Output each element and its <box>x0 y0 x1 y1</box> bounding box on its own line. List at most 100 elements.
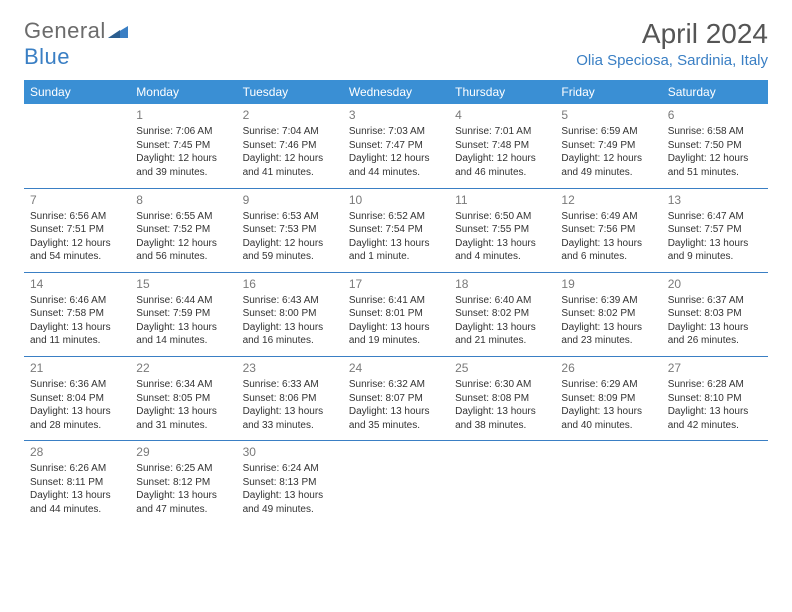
calendar-day-cell: 28Sunrise: 6:26 AMSunset: 8:11 PMDayligh… <box>24 441 130 525</box>
day-detail-line: and 16 minutes. <box>243 334 337 348</box>
day-detail-line: Daylight: 12 hours <box>136 152 230 166</box>
day-detail-line: Sunrise: 6:28 AM <box>668 378 762 392</box>
calendar-day-cell: 21Sunrise: 6:36 AMSunset: 8:04 PMDayligh… <box>24 356 130 440</box>
day-detail-line: Daylight: 12 hours <box>455 152 549 166</box>
logo-text: General Blue <box>24 18 128 70</box>
day-detail-line: Sunrise: 6:43 AM <box>243 294 337 308</box>
calendar-week-row: 1Sunrise: 7:06 AMSunset: 7:45 PMDaylight… <box>24 104 768 188</box>
day-detail-line: Sunrise: 6:24 AM <box>243 462 337 476</box>
day-number: 26 <box>561 360 655 376</box>
day-number: 2 <box>243 107 337 123</box>
weekday-header: Friday <box>555 80 661 104</box>
day-number: 30 <box>243 444 337 460</box>
calendar-day-cell: 23Sunrise: 6:33 AMSunset: 8:06 PMDayligh… <box>237 356 343 440</box>
logo-mark-icon <box>108 24 128 38</box>
header: General Blue April 2024 Olia Speciosa, S… <box>24 18 768 70</box>
day-detail-line: Daylight: 13 hours <box>349 321 443 335</box>
day-detail-line: Sunset: 8:02 PM <box>455 307 549 321</box>
day-number: 5 <box>561 107 655 123</box>
logo-text-left: General <box>24 18 106 43</box>
day-detail-line: Sunset: 7:57 PM <box>668 223 762 237</box>
day-detail-line: Sunrise: 6:56 AM <box>30 210 124 224</box>
day-number: 7 <box>30 192 124 208</box>
day-detail-line: Daylight: 12 hours <box>349 152 443 166</box>
day-detail-line: Daylight: 12 hours <box>668 152 762 166</box>
day-detail-line: and 38 minutes. <box>455 419 549 433</box>
day-detail-line: Daylight: 12 hours <box>30 237 124 251</box>
calendar-week-row: 28Sunrise: 6:26 AMSunset: 8:11 PMDayligh… <box>24 441 768 525</box>
weekday-header: Sunday <box>24 80 130 104</box>
day-detail-line: Daylight: 13 hours <box>349 237 443 251</box>
day-detail-line: Sunset: 8:04 PM <box>30 392 124 406</box>
day-detail-line: Sunset: 8:00 PM <box>243 307 337 321</box>
day-detail-line: Daylight: 13 hours <box>243 489 337 503</box>
day-detail-line: and 9 minutes. <box>668 250 762 264</box>
calendar-day-cell: 11Sunrise: 6:50 AMSunset: 7:55 PMDayligh… <box>449 188 555 272</box>
day-detail-line: Daylight: 13 hours <box>455 405 549 419</box>
day-detail-line: Sunset: 7:47 PM <box>349 139 443 153</box>
day-detail-line: Sunset: 8:10 PM <box>668 392 762 406</box>
day-detail-line: Daylight: 13 hours <box>668 405 762 419</box>
day-detail-line: Sunrise: 6:34 AM <box>136 378 230 392</box>
day-detail-line: Daylight: 13 hours <box>349 405 443 419</box>
calendar-day-cell: 19Sunrise: 6:39 AMSunset: 8:02 PMDayligh… <box>555 272 661 356</box>
day-detail-line: Daylight: 13 hours <box>136 405 230 419</box>
calendar-week-row: 7Sunrise: 6:56 AMSunset: 7:51 PMDaylight… <box>24 188 768 272</box>
calendar-table: SundayMondayTuesdayWednesdayThursdayFrid… <box>24 80 768 525</box>
day-detail-line: and 21 minutes. <box>455 334 549 348</box>
day-detail-line: Sunset: 8:01 PM <box>349 307 443 321</box>
day-number: 11 <box>455 192 549 208</box>
day-detail-line: Daylight: 13 hours <box>561 405 655 419</box>
calendar-body: 1Sunrise: 7:06 AMSunset: 7:45 PMDaylight… <box>24 104 768 525</box>
day-detail-line: Daylight: 13 hours <box>561 237 655 251</box>
title-block: April 2024 Olia Speciosa, Sardinia, Ital… <box>576 18 768 69</box>
day-detail-line: and 4 minutes. <box>455 250 549 264</box>
day-detail-line: and 1 minute. <box>349 250 443 264</box>
calendar-day-cell: 20Sunrise: 6:37 AMSunset: 8:03 PMDayligh… <box>662 272 768 356</box>
day-detail-line: Sunrise: 6:39 AM <box>561 294 655 308</box>
day-number: 16 <box>243 276 337 292</box>
day-detail-line: and 56 minutes. <box>136 250 230 264</box>
logo-text-right: Blue <box>24 44 70 69</box>
day-detail-line: and 39 minutes. <box>136 166 230 180</box>
calendar-empty-cell <box>343 441 449 525</box>
day-detail-line: Daylight: 13 hours <box>30 405 124 419</box>
calendar-empty-cell <box>449 441 555 525</box>
calendar-day-cell: 10Sunrise: 6:52 AMSunset: 7:54 PMDayligh… <box>343 188 449 272</box>
day-detail-line: Sunrise: 6:30 AM <box>455 378 549 392</box>
day-detail-line: Sunrise: 6:50 AM <box>455 210 549 224</box>
calendar-day-cell: 14Sunrise: 6:46 AMSunset: 7:58 PMDayligh… <box>24 272 130 356</box>
day-number: 9 <box>243 192 337 208</box>
day-detail-line: Sunset: 7:55 PM <box>455 223 549 237</box>
day-number: 23 <box>243 360 337 376</box>
day-number: 12 <box>561 192 655 208</box>
calendar-week-row: 14Sunrise: 6:46 AMSunset: 7:58 PMDayligh… <box>24 272 768 356</box>
day-detail-line: Daylight: 12 hours <box>243 152 337 166</box>
day-number: 10 <box>349 192 443 208</box>
day-detail-line: Daylight: 13 hours <box>668 321 762 335</box>
day-detail-line: and 31 minutes. <box>136 419 230 433</box>
day-detail-line: and 19 minutes. <box>349 334 443 348</box>
day-number: 18 <box>455 276 549 292</box>
day-detail-line: and 51 minutes. <box>668 166 762 180</box>
day-detail-line: Daylight: 12 hours <box>136 237 230 251</box>
day-detail-line: Sunset: 7:58 PM <box>30 307 124 321</box>
day-detail-line: Sunrise: 6:47 AM <box>668 210 762 224</box>
day-detail-line: Sunrise: 6:52 AM <box>349 210 443 224</box>
calendar-day-cell: 13Sunrise: 6:47 AMSunset: 7:57 PMDayligh… <box>662 188 768 272</box>
day-detail-line: Sunset: 8:03 PM <box>668 307 762 321</box>
day-detail-line: and 14 minutes. <box>136 334 230 348</box>
day-detail-line: Sunset: 7:59 PM <box>136 307 230 321</box>
day-detail-line: Sunrise: 6:37 AM <box>668 294 762 308</box>
day-detail-line: Sunset: 8:07 PM <box>349 392 443 406</box>
day-detail-line: Sunrise: 6:46 AM <box>30 294 124 308</box>
calendar-week-row: 21Sunrise: 6:36 AMSunset: 8:04 PMDayligh… <box>24 356 768 440</box>
day-detail-line: Sunset: 8:06 PM <box>243 392 337 406</box>
day-number: 29 <box>136 444 230 460</box>
day-detail-line: Sunset: 8:12 PM <box>136 476 230 490</box>
day-detail-line: Sunrise: 7:04 AM <box>243 125 337 139</box>
calendar-day-cell: 22Sunrise: 6:34 AMSunset: 8:05 PMDayligh… <box>130 356 236 440</box>
calendar-day-cell: 25Sunrise: 6:30 AMSunset: 8:08 PMDayligh… <box>449 356 555 440</box>
calendar-day-cell: 2Sunrise: 7:04 AMSunset: 7:46 PMDaylight… <box>237 104 343 188</box>
day-detail-line: and 33 minutes. <box>243 419 337 433</box>
